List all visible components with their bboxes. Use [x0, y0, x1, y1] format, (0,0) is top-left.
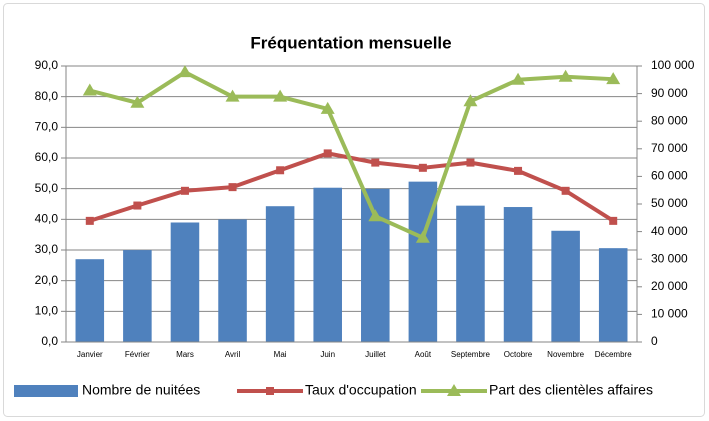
line: [89, 70, 614, 240]
marker: [130, 95, 145, 108]
marker: [415, 230, 430, 243]
y2-tick-label: 30 000: [651, 251, 688, 265]
marker: [133, 201, 142, 210]
marker: [466, 158, 475, 167]
marker: [82, 83, 97, 96]
bar: [170, 222, 200, 342]
x-tick-label: Mars: [176, 350, 194, 359]
bar: [551, 230, 580, 342]
x-tick-label: Avril: [225, 350, 241, 359]
y-tick-label: 20,0: [35, 273, 59, 287]
y2-tick-label: 70 000: [651, 141, 688, 155]
bar: [265, 206, 295, 342]
bar: [598, 248, 628, 342]
y-tick-label: 10,0: [35, 304, 59, 318]
x-tick-label: Octobre: [504, 350, 533, 359]
y2-tick-label: 10 000: [651, 307, 688, 321]
marker: [276, 166, 285, 175]
y-tick-label: 0,0: [41, 334, 58, 348]
y-tick-label: 80,0: [35, 89, 59, 103]
y-tick-label: 90,0: [35, 58, 59, 72]
y-tick-label: 70,0: [35, 120, 59, 134]
marker: [228, 183, 237, 192]
x-tick-label: Février: [125, 350, 150, 359]
legend-label: Taux d'occupation: [305, 382, 417, 398]
bar: [313, 187, 342, 342]
marker: [511, 72, 526, 85]
bar: [218, 219, 247, 342]
marker: [606, 72, 621, 85]
marker: [85, 216, 94, 225]
marker: [514, 166, 523, 175]
x-tick-label: Août: [415, 350, 432, 359]
bar: [503, 207, 533, 342]
legend-marker: [447, 384, 461, 396]
marker: [561, 186, 570, 195]
marker: [225, 89, 240, 102]
bar: [75, 259, 105, 342]
marker: [371, 158, 380, 167]
y2-tick-label: 90 000: [651, 86, 688, 100]
y-tick-label: 50,0: [35, 181, 59, 195]
marker: [609, 216, 618, 225]
y2-tick-label: 80 000: [651, 113, 688, 127]
x-tick-label: Mai: [274, 350, 287, 359]
marker: [320, 101, 335, 114]
marker: [323, 149, 332, 158]
x-tick-label: Novembre: [547, 350, 584, 359]
legend-swatch: [14, 385, 78, 397]
chart-title: Fréquentation mensuelle: [250, 33, 451, 52]
y-tick-label: 40,0: [35, 212, 59, 226]
legend-label: Part des clientèles affaires: [489, 382, 653, 398]
bar: [123, 250, 152, 342]
y2-tick-label: 0: [651, 334, 658, 348]
y-tick-label: 30,0: [35, 242, 59, 256]
y2-tick-label: 40 000: [651, 224, 688, 238]
legend-label: Nombre de nuitées: [82, 382, 200, 398]
bar: [456, 205, 485, 342]
x-tick-label: Décembre: [595, 350, 632, 359]
marker: [273, 89, 288, 102]
marker: [368, 209, 383, 222]
legend-marker: [266, 387, 274, 395]
x-tick-label: Septembre: [451, 350, 491, 359]
x-tick-label: Juin: [320, 350, 335, 359]
x-tick-label: Juillet: [365, 350, 386, 359]
marker: [558, 69, 573, 82]
y2-tick-label: 100 000: [651, 58, 695, 72]
x-tick-label: Janvier: [77, 350, 103, 359]
marker: [177, 65, 192, 78]
y2-tick-label: 60 000: [651, 169, 688, 183]
marker: [180, 186, 189, 195]
y-tick-label: 60,0: [35, 150, 59, 164]
marker: [463, 94, 478, 107]
marker: [418, 163, 427, 172]
y2-tick-label: 20 000: [651, 279, 688, 293]
y2-tick-label: 50 000: [651, 196, 688, 210]
